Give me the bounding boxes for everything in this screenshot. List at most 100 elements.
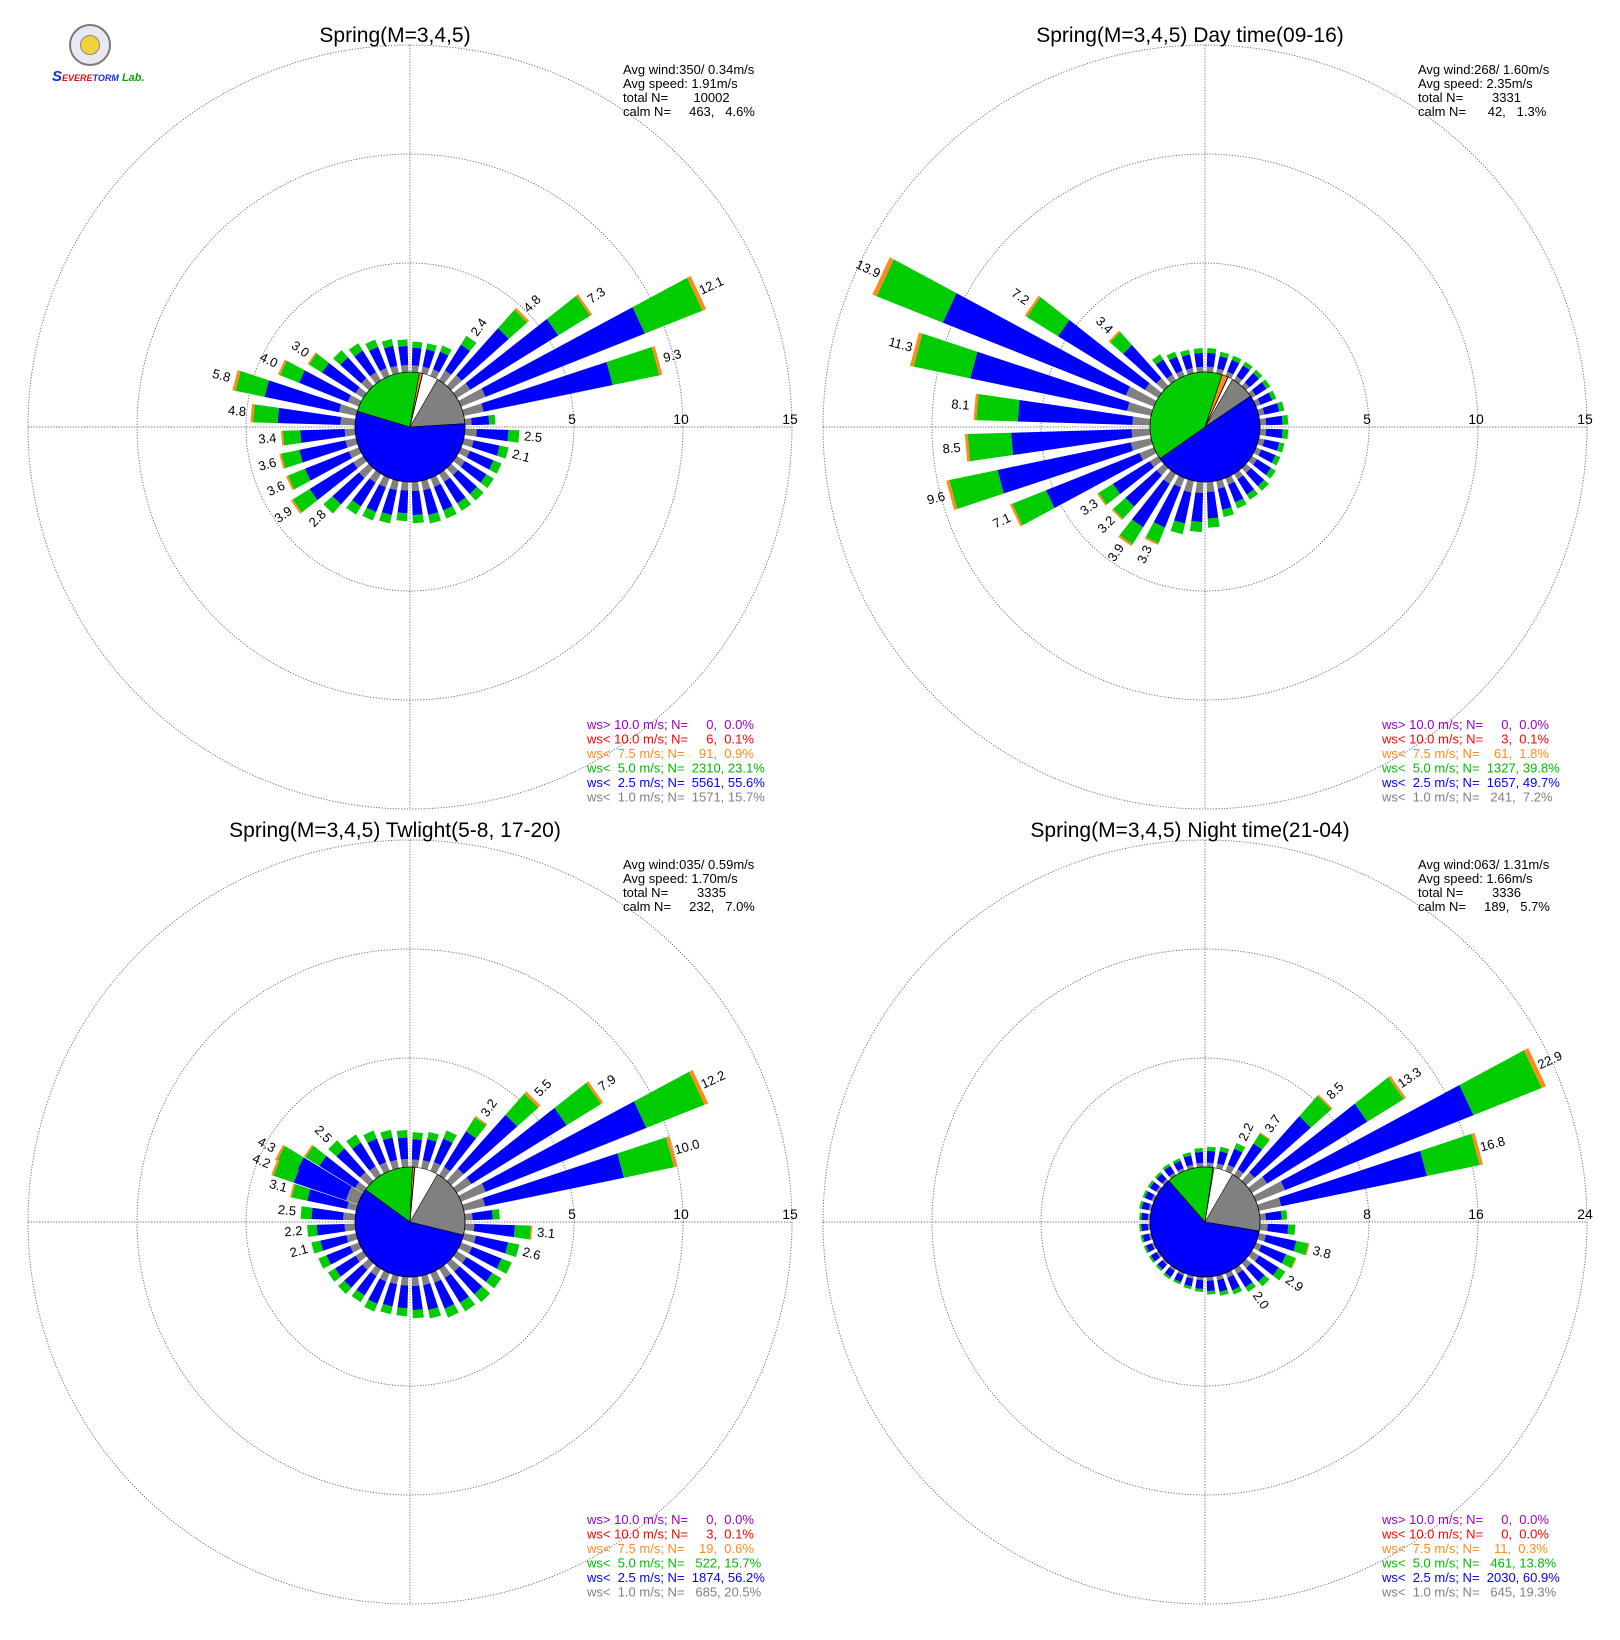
direction-bar-segment: [427, 1131, 439, 1142]
direction-bar-segment: [1193, 348, 1203, 354]
direction-bar-segment: [421, 479, 431, 491]
direction-bar-segment: [1012, 490, 1055, 526]
direction-bar-segment: [1139, 447, 1157, 461]
direction-bar-segment: [397, 489, 409, 514]
direction-bar-segment: [1194, 1147, 1203, 1153]
legend-entry: ws< 1.0 m/s; N= 685, 20.5%: [586, 1585, 762, 1600]
direction-bar-segment: [1257, 392, 1273, 405]
direction-bar-segment: [1174, 475, 1185, 488]
direction-bar-segment: [1257, 438, 1265, 447]
direction-bar-segment: [1227, 1148, 1243, 1168]
direction-bar-segment: [370, 1265, 382, 1277]
direction-bar-segment: [379, 1161, 390, 1174]
direction-bar-segment: [308, 353, 329, 373]
direction-bar-segment: [1148, 1203, 1153, 1211]
bar-value-label: 2.8: [306, 507, 329, 530]
legend-entry: ws> 10.0 m/s; N= 0, 0.0%: [1381, 1512, 1549, 1527]
direction-bar-segment: [446, 374, 463, 391]
direction-bar-segment: [507, 429, 520, 443]
bar-value-label: 12.1: [697, 273, 726, 297]
direction-bar-segment: [1249, 1116, 1311, 1178]
direction-bar-segment: [554, 1082, 602, 1126]
direction-bar-segment: [307, 352, 317, 365]
direction-bar-segment: [457, 1114, 518, 1175]
direction-bar-segment: [362, 1258, 374, 1270]
grid-ring-3: [27, 839, 793, 1605]
direction-bar-segment: [396, 1129, 408, 1139]
windrose-panel-1: 5 10 15 12.1 9.3 7.3 4.8 2.4 3.0 4.0 5.8 4.8 3.4 3.6 3…: [27, 24, 798, 810]
direction-bar-segment: [412, 1132, 423, 1140]
direction-bar-segment: [474, 1115, 488, 1126]
bar-value-label: 5.5: [531, 1076, 554, 1099]
direction-bar-segment: [253, 404, 279, 424]
direction-bar-segment: [276, 1145, 304, 1171]
legend-entry: ws< 5.0 m/s; N= 2310, 23.1%: [586, 761, 765, 776]
direction-bar-segment: [496, 445, 509, 459]
info-line: Avg wind:035/ 0.59m/s: [623, 857, 755, 872]
direction-bar-segment: [1264, 1234, 1297, 1252]
direction-bar-segment: [421, 1160, 430, 1170]
bar-value-label: 16.8: [1478, 1133, 1506, 1154]
direction-bar-segment: [1216, 368, 1224, 375]
direction-bar-segment: [1257, 1197, 1282, 1211]
direction-bar-segment: [345, 438, 358, 448]
direction-bar-segment: [428, 512, 441, 524]
direction-bar-segment: [473, 1223, 515, 1238]
bar-value-label: 4.2: [250, 1151, 272, 1172]
direction-bar-segment: [1281, 414, 1289, 425]
direction-bar-segment: [1191, 492, 1204, 523]
direction-bar-segment: [1184, 1277, 1194, 1287]
legend-entry: ws< 5.0 m/s; N= 1327, 39.8%: [1381, 761, 1560, 776]
direction-bar-segment: [363, 1130, 377, 1143]
direction-bar-segment: [349, 1242, 362, 1253]
direction-bar-segment: [380, 1129, 393, 1140]
direction-bar-segment: [468, 1246, 502, 1269]
direction-bar-segment: [1471, 1132, 1484, 1166]
direction-bar-segment: [397, 1284, 409, 1309]
direction-bar-segment: [361, 378, 374, 391]
bar-value-label: 13.3: [1395, 1064, 1424, 1091]
direction-bar-segment: [1234, 1143, 1246, 1153]
bar-value-label: 5.8: [211, 366, 232, 385]
direction-bar-segment: [1140, 1234, 1145, 1243]
direction-bar-segment: [1206, 481, 1215, 493]
direction-bar-segment: [1195, 481, 1204, 494]
bar-value-label: 2.2: [284, 1223, 303, 1240]
direction-bar-segment: [471, 415, 490, 426]
direction-bar-segment: [946, 479, 958, 510]
direction-bar-segment: [1098, 483, 1121, 505]
legend-entry: ws< 10.0 m/s; N= 3, 0.1%: [586, 1527, 754, 1542]
direction-bar-segment: [428, 1307, 441, 1319]
direction-bar-segment: [326, 1245, 354, 1265]
direction-bar-segment: [344, 1264, 368, 1288]
direction-bar-segment: [970, 351, 1130, 411]
direction-bar-segment: [1267, 1223, 1289, 1235]
panel-title: Spring(M=3,4,5) Night time(21-04): [1030, 819, 1349, 842]
direction-bar-segment: [311, 1240, 324, 1254]
direction-bar-segment: [514, 307, 530, 323]
bar-value-label: 3.2: [477, 1096, 500, 1119]
direction-bar-segment: [1196, 1162, 1204, 1168]
direction-bar-segment: [318, 1255, 331, 1269]
direction-bar-segment: [368, 1278, 387, 1304]
direction-bar-segment: [1206, 352, 1216, 368]
direction-bar-segment: [1139, 1200, 1144, 1209]
direction-bar-segment: [1227, 359, 1240, 375]
direction-bar-segment: [1142, 1233, 1151, 1243]
direction-bar-segment: [379, 367, 390, 379]
direction-bar-segment: [1265, 428, 1283, 439]
direction-bar-segment: [634, 1071, 705, 1128]
direction-bar-segment: [443, 1130, 457, 1143]
bar-value-label: 3.6: [257, 455, 278, 474]
info-line: total N= 3331: [1418, 90, 1521, 105]
direction-bar-segment: [1236, 365, 1250, 381]
direction-bar-segment: [1155, 1264, 1163, 1272]
direction-bar-segment: [481, 307, 645, 397]
direction-bar-segment: [347, 395, 362, 407]
direction-bar-segment: [1232, 1286, 1243, 1295]
direction-bar-segment: [1257, 479, 1269, 491]
direction-bar-segment: [438, 1265, 451, 1279]
bar-value-label: 3.9: [1104, 541, 1127, 564]
direction-bar-segment: [356, 1271, 377, 1296]
direction-bar-segment: [365, 339, 379, 351]
